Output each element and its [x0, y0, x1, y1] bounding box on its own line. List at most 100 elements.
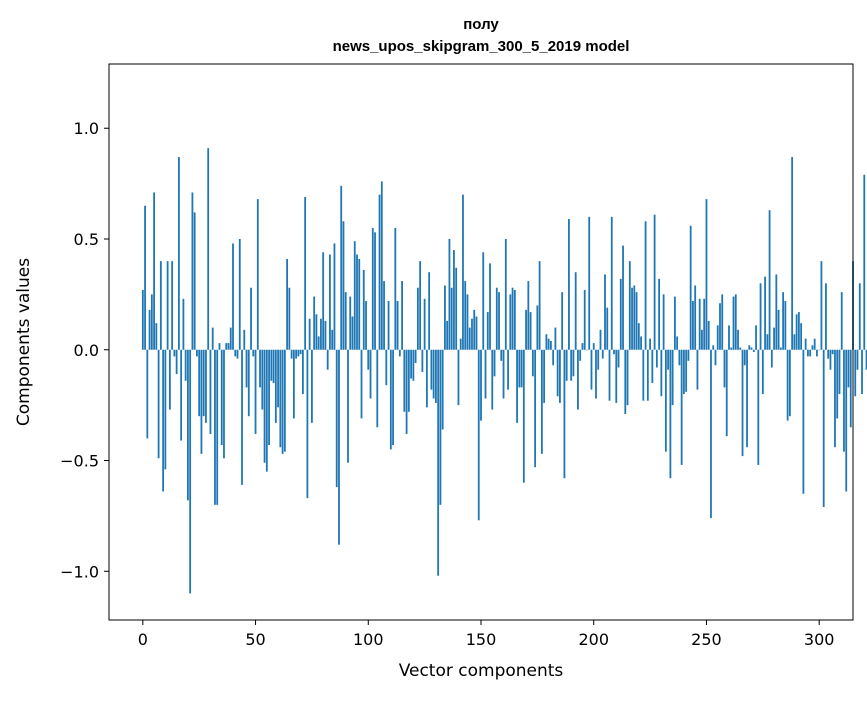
bar-component-214 [624, 349, 627, 414]
bar-component-287 [788, 349, 791, 417]
bar-component-65 [288, 287, 291, 350]
bar-component-231 [662, 294, 665, 350]
bar-component-225 [649, 338, 651, 350]
bar-component-31 [211, 327, 214, 350]
bar-component-293 [802, 349, 805, 494]
bar-component-266 [741, 349, 744, 457]
bar-component-71 [301, 349, 304, 395]
chart-title-line1: полу [463, 16, 499, 33]
bar-component-304 [827, 349, 830, 359]
bar-component-285 [784, 301, 787, 350]
bar-component-281 [775, 274, 778, 350]
bar-component-302 [822, 349, 825, 508]
bar-component-82 [326, 349, 329, 370]
bar-component-78 [317, 336, 320, 350]
bar-component-105 [378, 194, 381, 350]
bar-component-283 [779, 347, 782, 350]
bar-component-296 [809, 349, 812, 357]
bar-component-308 [836, 349, 839, 419]
bar-component-207 [608, 349, 611, 401]
bar-component-141 [459, 338, 462, 350]
bar-component-143 [464, 281, 467, 350]
bar-component-45 [243, 329, 246, 350]
bar-component-199 [590, 349, 593, 390]
bar-component-74 [308, 318, 311, 350]
bar-component-181 [549, 340, 552, 350]
bar-component-195 [581, 343, 584, 350]
bar-component-259 [725, 349, 728, 437]
bar-component-303 [825, 283, 827, 350]
bar-component-125 [423, 298, 426, 350]
bar-component-228 [655, 349, 658, 368]
y-tick-label: 0.5 [74, 230, 99, 249]
bar-component-216 [628, 261, 631, 350]
bar-component-196 [583, 289, 586, 350]
bar-component-240 [683, 349, 685, 395]
x-tick-label: 100 [353, 630, 384, 649]
bar-component-188 [565, 349, 568, 381]
bar-component-37 [225, 343, 228, 350]
bar-component-248 [701, 329, 703, 350]
bar-component-194 [579, 349, 582, 361]
bar-component-8 [159, 261, 162, 350]
bar-component-83 [329, 254, 331, 350]
bar-component-62 [281, 349, 284, 454]
bar-component-313 [847, 349, 850, 388]
bar-component-177 [540, 349, 543, 454]
bar-component-69 [297, 349, 300, 357]
bar-component-32 [214, 349, 216, 505]
bar-component-242 [687, 349, 690, 361]
bar-component-90 [344, 292, 347, 350]
bar-component-40 [232, 243, 234, 350]
bar-component-251 [707, 320, 710, 350]
bar-component-284 [782, 292, 785, 350]
bar-component-173 [531, 349, 534, 377]
bar-component-122 [416, 287, 419, 350]
bar-component-35 [220, 349, 223, 445]
bar-component-109 [387, 301, 390, 350]
bar-component-218 [633, 285, 636, 350]
bar-component-3 [148, 309, 151, 350]
bar-component-232 [664, 349, 667, 452]
bars-layer [141, 148, 867, 594]
bar-component-269 [748, 345, 751, 350]
bar-component-129 [432, 349, 435, 399]
bar-component-238 [678, 349, 681, 366]
bar-component-271 [752, 349, 755, 352]
bar-component-288 [791, 157, 794, 350]
bar-component-270 [750, 347, 753, 350]
bar-component-14 [173, 349, 176, 357]
bar-component-113 [396, 301, 399, 350]
bar-component-277 [766, 334, 769, 350]
bar-component-133 [441, 349, 444, 430]
bar-component-189 [568, 219, 570, 350]
bar-component-52 [259, 349, 261, 388]
bar-component-147 [473, 309, 476, 350]
bar-component-88 [340, 185, 343, 350]
bar-component-220 [637, 323, 640, 350]
bar-component-193 [577, 349, 579, 410]
bar-component-260 [728, 325, 730, 350]
bar-component-217 [631, 287, 633, 350]
bar-component-294 [804, 338, 807, 350]
bar-component-138 [453, 250, 455, 350]
bar-component-295 [807, 349, 809, 357]
x-tick-label: 150 [466, 630, 497, 649]
bar-component-15 [175, 349, 178, 375]
bar-component-157 [495, 287, 498, 350]
bar-component-41 [234, 349, 237, 357]
bar-component-110 [389, 349, 392, 450]
bar-component-253 [712, 345, 715, 350]
bar-component-119 [410, 349, 413, 379]
bar-component-47 [247, 349, 250, 417]
bar-component-139 [455, 267, 458, 350]
bar-component-320 [863, 174, 866, 350]
bar-component-191 [572, 349, 575, 377]
bar-component-48 [250, 287, 252, 350]
bar-component-298 [813, 338, 816, 350]
bar-component-68 [295, 349, 298, 359]
bar-component-215 [626, 349, 629, 406]
bar-component-13 [171, 261, 174, 350]
bar-component-112 [394, 227, 397, 350]
bar-component-314 [849, 349, 852, 428]
